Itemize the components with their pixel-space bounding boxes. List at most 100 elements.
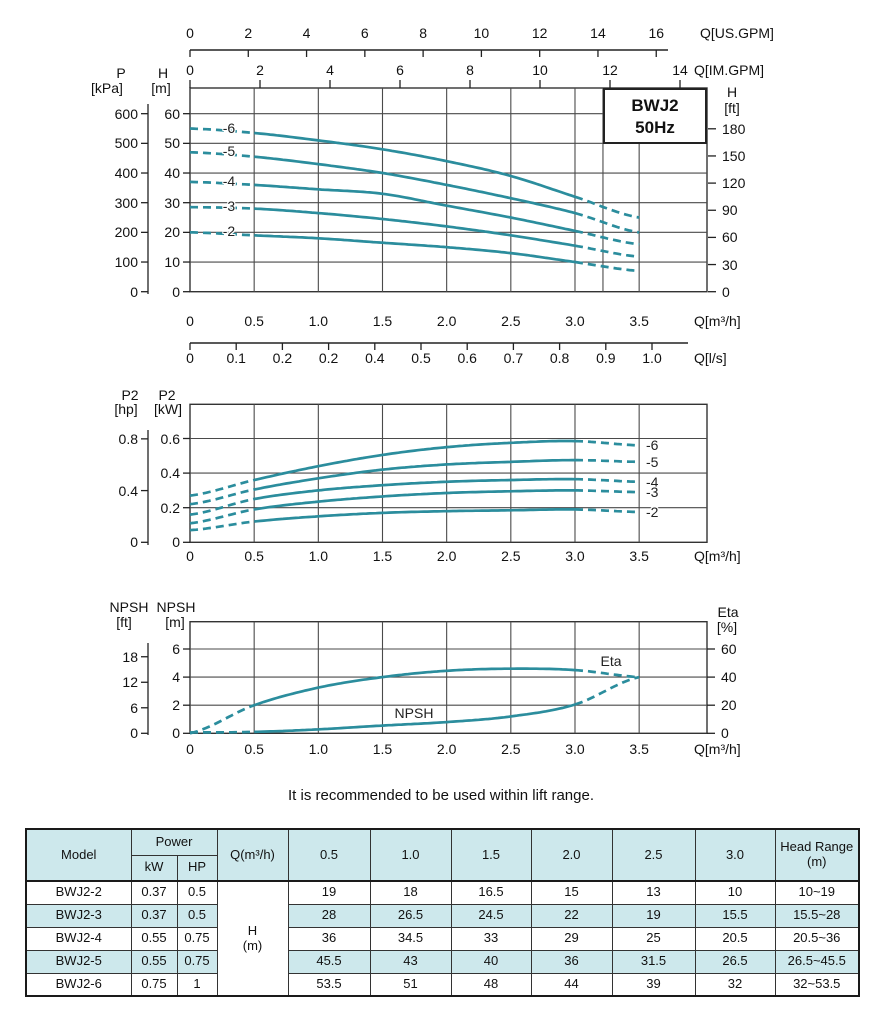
head-range-cell: 10~19: [774, 880, 860, 905]
curve-label: -6: [222, 119, 236, 136]
axis-tick-label: 0: [172, 534, 180, 551]
axis-tick-label: 12: [531, 25, 548, 41]
axis-tick-label: Eta: [717, 604, 739, 620]
curve-dashed: [574, 211, 640, 234]
axis-tick-label: 600: [114, 105, 138, 122]
curve-label: -2: [222, 223, 236, 240]
curve-dashed: [189, 520, 255, 532]
axis-tick-label: 0.9: [596, 350, 616, 366]
axis-tick-label: 60: [722, 229, 738, 246]
axis-tick-label: 1.0: [308, 741, 329, 757]
model-cell: BWJ2-3: [25, 903, 132, 928]
head-value-cell: 44: [530, 972, 613, 997]
curve-dashed: [189, 703, 255, 735]
head-value-cell: 31.5: [611, 949, 696, 974]
axis-tick-label: P: [116, 65, 126, 81]
axis-tick-label: 0.4: [118, 482, 138, 499]
axis-tick-label: 0.6: [160, 430, 180, 447]
axis-unit-label: Q[l/s]: [694, 350, 727, 366]
curve-dashed: [574, 439, 640, 447]
axis-tick-label: 90: [722, 202, 738, 219]
axis-tick-label: 50: [164, 135, 180, 152]
head-value-cell: 45.5: [287, 949, 371, 974]
axis-tick-label: 0: [186, 548, 194, 564]
head-value-cell: 26.5: [694, 949, 776, 974]
curve-dashed: [574, 508, 640, 514]
curve-dashed: [575, 477, 640, 484]
col-header-hp: HP: [176, 854, 218, 882]
hp-cell: 0.5: [176, 880, 218, 905]
curve-label: -5: [646, 453, 659, 470]
curve-dashed: [574, 229, 640, 246]
col-header-q-value: 3.0: [694, 828, 776, 882]
axis-tick-label: 4: [302, 25, 311, 41]
pump-frequency: 50Hz: [635, 118, 675, 137]
head-value-cell: 34.5: [369, 926, 452, 951]
axis-tick-label: 8: [466, 62, 474, 78]
col-header-q-value: 0.5: [287, 828, 371, 882]
axis-tick-label: 0.2: [318, 350, 339, 366]
head-value-cell: 33: [450, 926, 532, 951]
axis-tick-label: 30: [722, 256, 738, 273]
axis-tick-label: 6: [360, 25, 369, 41]
axis-tick-label: 120: [722, 175, 746, 192]
axis-tick-label: 10: [532, 62, 548, 78]
axis-tick-label: 0.4: [365, 350, 385, 366]
axis-tick-label: 2: [256, 62, 264, 78]
axis-tick-label: 300: [114, 194, 138, 211]
col-header-q-value: 2.0: [530, 828, 613, 882]
axis-tick-label: 0: [130, 283, 138, 300]
kw-cell: 0.37: [130, 903, 178, 928]
curve-solid: [254, 508, 575, 523]
axis-tick-label: 30: [164, 194, 180, 211]
curve-label: Eta: [600, 653, 622, 669]
pump-model-box: BWJ2 50Hz: [603, 88, 707, 144]
axis-tick-label: 12: [602, 62, 618, 78]
axis-tick-label: 12: [122, 674, 138, 691]
axis-unit-label: Q[IM.GPM]: [694, 62, 764, 78]
col-header-q-value: 1.5: [450, 828, 532, 882]
hp-cell: 0.5: [176, 903, 218, 928]
hp-cell: 0.75: [176, 926, 218, 951]
axis-tick-label: 20: [721, 697, 737, 714]
curve-dashed: [190, 231, 255, 237]
axis-tick-label: 0.8: [118, 430, 138, 447]
curve-dashed: [574, 668, 640, 679]
axis-tick-label: 3.0: [565, 741, 585, 757]
axis-tick-label: P2: [121, 387, 139, 403]
curve-dashed: [575, 489, 640, 494]
curve-dashed: [574, 244, 640, 259]
model-cell: BWJ2-5: [25, 949, 132, 974]
head-value-cell: 40: [450, 949, 532, 974]
curve-dashed: [189, 508, 255, 525]
curve-dashed: [574, 195, 640, 219]
table-row: BWJ2-6 0.75 1 53.5 51 48 44 39 32 32~53.5: [25, 972, 860, 997]
head-value-cell: 15: [530, 880, 613, 905]
caption: It is recommended to be used within lift…: [288, 787, 594, 804]
axis-tick-label: 1.0: [308, 548, 329, 564]
axis-tick-label: NPSH: [156, 599, 196, 615]
curve-label: -4: [222, 172, 236, 189]
axis-tick-label: [ft]: [724, 100, 740, 116]
curve-solid: [254, 207, 576, 248]
axis-tick-label: 0.2: [160, 499, 180, 516]
axis-tick-label: 400: [114, 165, 138, 182]
axis-tick-label: 4: [326, 62, 334, 78]
kw-cell: 0.75: [130, 972, 178, 997]
axis-tick-label: 10: [473, 25, 490, 41]
axis-tick-label: 3.5: [629, 548, 649, 564]
axis-tick-label: 1.0: [308, 313, 329, 329]
axis-tick-label: 500: [114, 135, 138, 152]
pump-model-name: BWJ2: [631, 96, 679, 115]
table-row: BWJ2-2 0.37 0.5 H (m) 19 18 16.5 15 13 10 10~19: [25, 880, 860, 997]
kw-cell: 0.55: [130, 949, 178, 974]
axis-tick-label: 18: [122, 648, 138, 665]
axis-tick-label: 0: [721, 725, 729, 742]
axis-tick-label: 20: [164, 224, 180, 241]
curve-dashed: [189, 478, 255, 497]
curve-solid: [253, 477, 576, 501]
model-cell: BWJ2-6: [25, 972, 132, 997]
head-range-cell: 15.5~28: [774, 903, 860, 928]
curve-label: -3: [222, 198, 236, 215]
curve-dashed: [189, 180, 255, 187]
